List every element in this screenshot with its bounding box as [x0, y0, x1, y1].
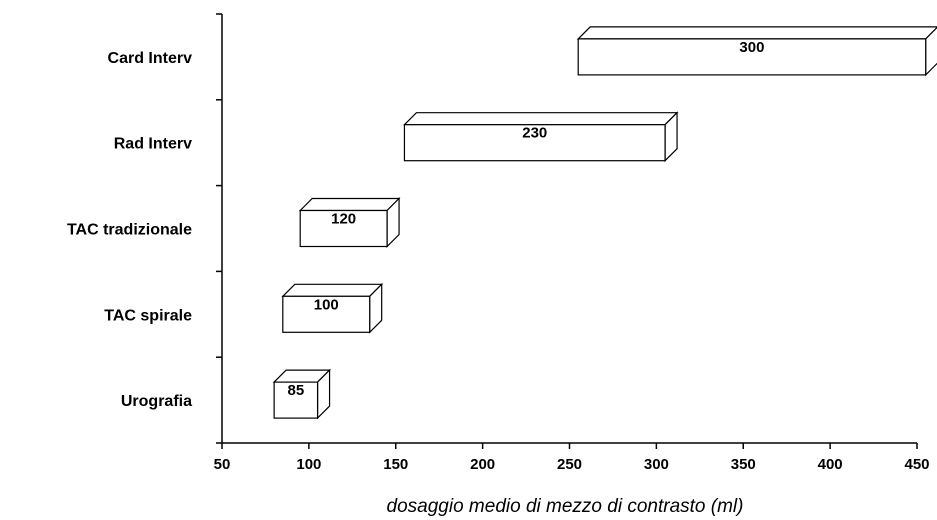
bars — [272, 26, 937, 420]
category-label: Card Interv — [108, 50, 193, 67]
bar-rad-interv — [402, 111, 679, 163]
bar-tac-tradizionale — [298, 197, 401, 248]
x-tick-label: 400 — [818, 456, 843, 473]
bar-urografia — [272, 368, 332, 420]
category-label: Rad Interv — [114, 136, 192, 153]
labels: 50 100 150 200 250 300 350 400 450 85 Urografia 100… — [67, 39, 930, 473]
data-label: 85 — [288, 382, 305, 399]
bar-front-face — [403, 124, 666, 162]
bar-top-face — [281, 283, 384, 297]
bar-front-face — [273, 381, 319, 419]
x-tick-label: 250 — [557, 456, 582, 473]
x-tick-label: 50 — [214, 456, 231, 473]
x-tick-label: 150 — [383, 456, 408, 473]
category-label: Urografia — [121, 393, 192, 410]
x-tick-label: 450 — [904, 456, 929, 473]
category-label: TAC spirale — [104, 307, 192, 324]
x-tick-label: 350 — [731, 456, 756, 473]
data-label: 230 — [522, 125, 547, 142]
bar-top-face — [402, 112, 679, 126]
bar-tac-spirale — [281, 282, 384, 334]
x-tick-label: 300 — [644, 456, 669, 473]
x-tick-label: 100 — [296, 456, 321, 473]
axes — [216, 13, 918, 449]
data-label: 300 — [739, 39, 764, 56]
bar-top-face — [576, 26, 937, 40]
bar-front-face — [299, 209, 388, 248]
bar-card-interv — [576, 26, 937, 77]
bar-front-face — [577, 38, 927, 76]
bar-front-face — [282, 295, 371, 333]
data-label: 120 — [331, 211, 356, 228]
x-tick-label: 200 — [470, 456, 495, 473]
category-label: TAC tradizionale — [67, 222, 192, 239]
x-axis-title: dosaggio medio di mezzo di contrasto (ml… — [387, 496, 744, 517]
data-label: 100 — [314, 296, 339, 313]
bar-top-face — [298, 197, 401, 212]
